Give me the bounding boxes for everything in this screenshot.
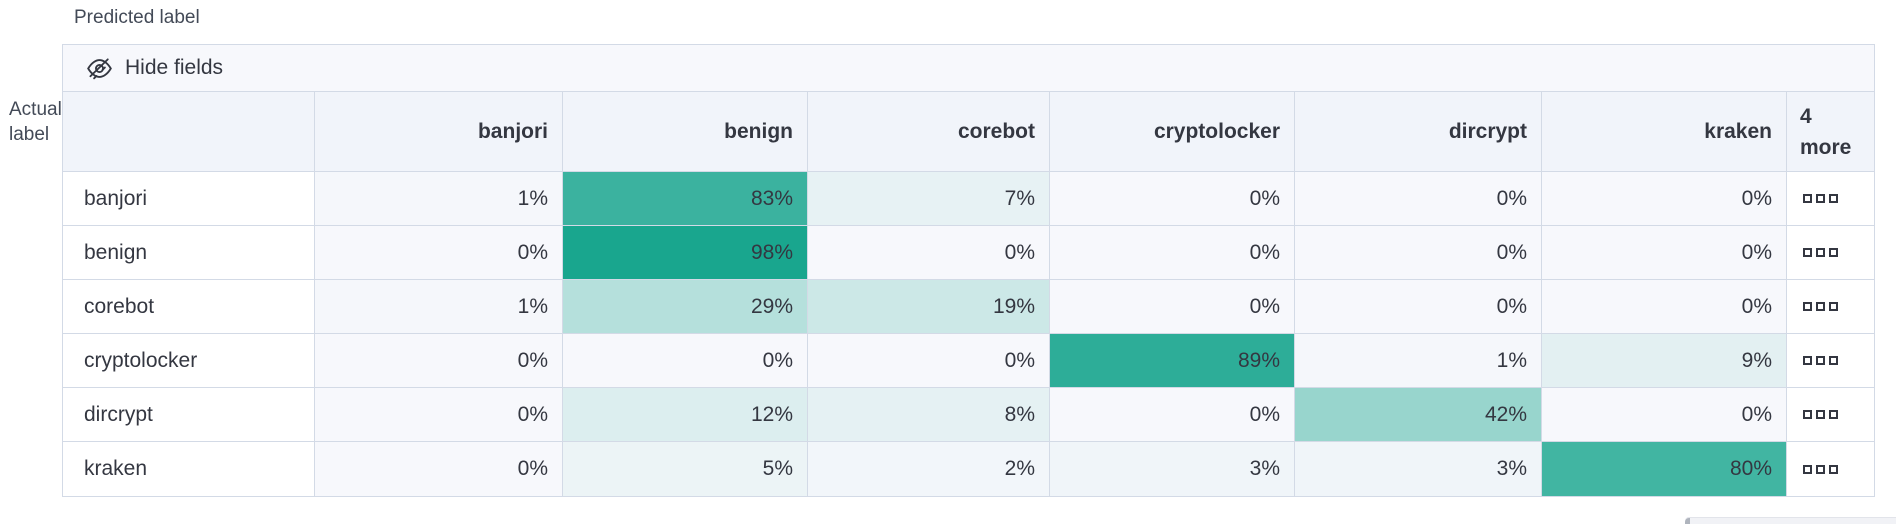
row-label-banjori[interactable]: banjori: [63, 172, 315, 226]
more-cell-cryptolocker[interactable]: [1787, 334, 1874, 388]
hide-fields-button[interactable]: Hide fields: [63, 45, 1874, 92]
more-columns-header[interactable]: 4 more: [1787, 92, 1874, 172]
cell-cryptolocker-dircrypt[interactable]: 1%: [1295, 334, 1542, 388]
cell-cryptolocker-benign[interactable]: 0%: [563, 334, 808, 388]
cell-banjori-dircrypt[interactable]: 0%: [1295, 172, 1542, 226]
cell-banjori-corebot[interactable]: 7%: [808, 172, 1050, 226]
cell-dircrypt-banjori[interactable]: 0%: [315, 388, 563, 442]
cell-corebot-corebot[interactable]: 19%: [808, 280, 1050, 334]
cell-dircrypt-corebot[interactable]: 8%: [808, 388, 1050, 442]
cell-kraken-cryptolocker[interactable]: 3%: [1050, 442, 1295, 496]
row-label-column-header[interactable]: [63, 92, 315, 172]
cell-corebot-banjori[interactable]: 1%: [315, 280, 563, 334]
cell-kraken-dircrypt[interactable]: 3%: [1295, 442, 1542, 496]
cell-corebot-benign[interactable]: 29%: [563, 280, 808, 334]
column-header-benign[interactable]: benign: [563, 92, 808, 172]
boxes-horizontal-icon: [1803, 302, 1838, 311]
cell-kraken-banjori[interactable]: 0%: [315, 442, 563, 496]
horizontal-scrollbar[interactable]: [1685, 517, 1896, 524]
cell-corebot-cryptolocker[interactable]: 0%: [1050, 280, 1295, 334]
cell-cryptolocker-kraken[interactable]: 9%: [1542, 334, 1787, 388]
more-columns-header-label: 4 more: [1800, 104, 1852, 159]
cell-dircrypt-kraken[interactable]: 0%: [1542, 388, 1787, 442]
row-label-kraken[interactable]: kraken: [63, 442, 315, 496]
hide-fields-label: Hide fields: [125, 56, 224, 79]
column-header-cryptolocker[interactable]: cryptolocker: [1050, 92, 1295, 172]
more-cell-benign[interactable]: [1787, 226, 1874, 280]
row-label-dircrypt[interactable]: dircrypt: [63, 388, 315, 442]
cell-benign-cryptolocker[interactable]: 0%: [1050, 226, 1295, 280]
column-header-banjori[interactable]: banjori: [315, 92, 563, 172]
cell-benign-kraken[interactable]: 0%: [1542, 226, 1787, 280]
confusion-matrix-grid: banjori benign corebot cryptolocker dircrypt…: [63, 92, 1874, 496]
more-cell-dircrypt[interactable]: [1787, 388, 1874, 442]
boxes-horizontal-icon: [1803, 248, 1838, 257]
cell-cryptolocker-corebot[interactable]: 0%: [808, 334, 1050, 388]
more-cell-corebot[interactable]: [1787, 280, 1874, 334]
row-label-benign[interactable]: benign: [63, 226, 315, 280]
cell-banjori-cryptolocker[interactable]: 0%: [1050, 172, 1295, 226]
cell-benign-benign[interactable]: 98%: [563, 226, 808, 280]
column-header-corebot[interactable]: corebot: [808, 92, 1050, 172]
cell-corebot-kraken[interactable]: 0%: [1542, 280, 1787, 334]
eye-closed-icon: [87, 57, 112, 79]
boxes-horizontal-icon: [1803, 464, 1838, 474]
boxes-horizontal-icon: [1803, 410, 1838, 419]
cell-banjori-benign[interactable]: 83%: [563, 172, 808, 226]
cell-kraken-corebot[interactable]: 2%: [808, 442, 1050, 496]
row-label-corebot[interactable]: corebot: [63, 280, 315, 334]
cell-dircrypt-dircrypt[interactable]: 42%: [1295, 388, 1542, 442]
cell-benign-corebot[interactable]: 0%: [808, 226, 1050, 280]
scrollbar-thumb[interactable]: [1685, 518, 1690, 524]
more-cell-kraken[interactable]: [1787, 442, 1874, 496]
actual-label-axis-title: Actual label: [9, 99, 62, 145]
cell-dircrypt-cryptolocker[interactable]: 0%: [1050, 388, 1295, 442]
row-label-cryptolocker[interactable]: cryptolocker: [63, 334, 315, 388]
boxes-horizontal-icon: [1803, 194, 1838, 203]
cell-kraken-benign[interactable]: 5%: [563, 442, 808, 496]
cell-banjori-banjori[interactable]: 1%: [315, 172, 563, 226]
confusion-matrix-panel: Hide fields banjori benign corebot cryptolo…: [62, 44, 1875, 497]
predicted-label-axis-title: Predicted label: [74, 7, 200, 28]
cell-banjori-kraken[interactable]: 0%: [1542, 172, 1787, 226]
cell-cryptolocker-banjori[interactable]: 0%: [315, 334, 563, 388]
cell-kraken-kraken[interactable]: 80%: [1542, 442, 1787, 496]
cell-benign-dircrypt[interactable]: 0%: [1295, 226, 1542, 280]
column-header-kraken[interactable]: kraken: [1542, 92, 1787, 172]
cell-benign-banjori[interactable]: 0%: [315, 226, 563, 280]
more-cell-banjori[interactable]: [1787, 172, 1874, 226]
cell-corebot-dircrypt[interactable]: 0%: [1295, 280, 1542, 334]
boxes-horizontal-icon: [1803, 356, 1838, 365]
column-header-dircrypt[interactable]: dircrypt: [1295, 92, 1542, 172]
cell-dircrypt-benign[interactable]: 12%: [563, 388, 808, 442]
cell-cryptolocker-cryptolocker[interactable]: 89%: [1050, 334, 1295, 388]
